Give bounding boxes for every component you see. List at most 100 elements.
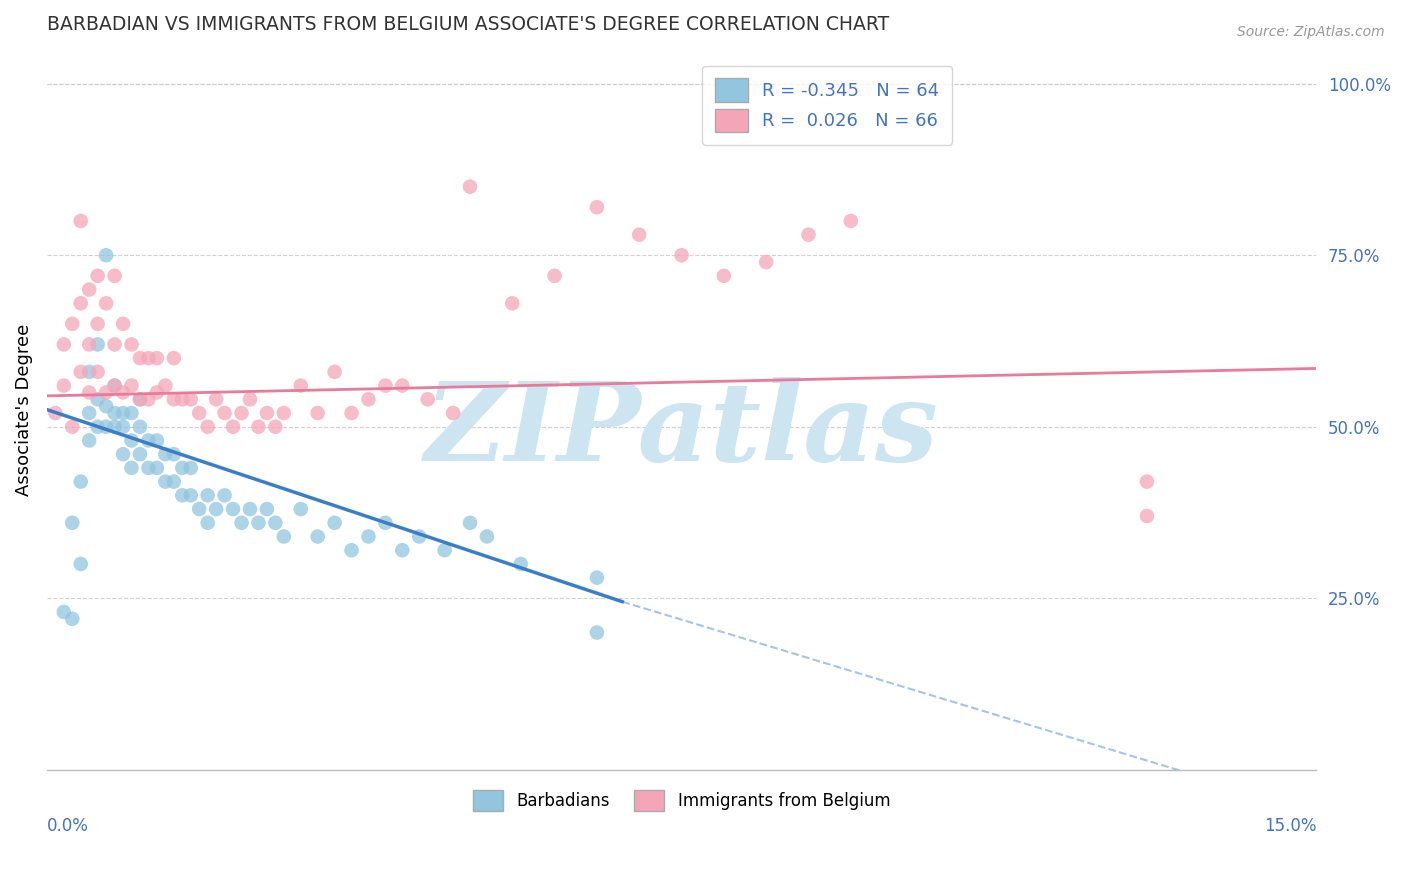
Point	[628, 227, 651, 242]
Point	[94, 296, 117, 310]
Point	[146, 434, 169, 448]
Point	[94, 385, 117, 400]
Point	[121, 378, 143, 392]
Point	[44, 406, 66, 420]
Point	[180, 392, 202, 407]
Point	[307, 406, 329, 420]
Point	[671, 248, 693, 262]
Point	[77, 406, 100, 420]
Point	[340, 543, 363, 558]
Point	[180, 461, 202, 475]
Point	[172, 461, 194, 475]
Point	[103, 337, 125, 351]
Point	[509, 557, 531, 571]
Text: ZIPatlas: ZIPatlas	[425, 377, 938, 485]
Point	[60, 419, 83, 434]
Point	[77, 337, 100, 351]
Point	[416, 392, 439, 407]
Point	[247, 419, 270, 434]
Point	[214, 488, 236, 502]
Point	[69, 365, 91, 379]
Point	[1136, 508, 1159, 523]
Point	[138, 392, 160, 407]
Point	[290, 378, 312, 392]
Point	[121, 406, 143, 420]
Point	[239, 502, 262, 516]
Point	[231, 516, 253, 530]
Point	[264, 516, 287, 530]
Point	[408, 529, 430, 543]
Point	[86, 268, 108, 283]
Point	[172, 392, 194, 407]
Point	[103, 406, 125, 420]
Point	[264, 419, 287, 434]
Point	[357, 529, 380, 543]
Point	[323, 365, 346, 379]
Point	[129, 351, 152, 366]
Point	[77, 385, 100, 400]
Point	[146, 461, 169, 475]
Point	[103, 378, 125, 392]
Point	[163, 447, 186, 461]
Point	[214, 406, 236, 420]
Point	[586, 200, 609, 214]
Point	[839, 214, 862, 228]
Point	[129, 392, 152, 407]
Point	[94, 399, 117, 413]
Text: 15.0%: 15.0%	[1264, 816, 1316, 835]
Point	[146, 385, 169, 400]
Point	[273, 529, 295, 543]
Point	[231, 406, 253, 420]
Point	[69, 557, 91, 571]
Point	[94, 419, 117, 434]
Point	[247, 516, 270, 530]
Text: 0.0%: 0.0%	[46, 816, 89, 835]
Point	[205, 392, 228, 407]
Point	[586, 571, 609, 585]
Text: Source: ZipAtlas.com: Source: ZipAtlas.com	[1237, 25, 1385, 39]
Point	[163, 392, 186, 407]
Point	[441, 406, 464, 420]
Point	[112, 447, 135, 461]
Point	[433, 543, 456, 558]
Point	[103, 268, 125, 283]
Point	[86, 392, 108, 407]
Point	[52, 337, 75, 351]
Point	[197, 516, 219, 530]
Legend: Barbadians, Immigrants from Belgium: Barbadians, Immigrants from Belgium	[461, 778, 903, 822]
Point	[391, 543, 413, 558]
Point	[112, 385, 135, 400]
Point	[543, 268, 565, 283]
Point	[69, 296, 91, 310]
Point	[103, 378, 125, 392]
Point	[69, 214, 91, 228]
Point	[121, 337, 143, 351]
Point	[60, 516, 83, 530]
Point	[86, 419, 108, 434]
Point	[155, 475, 177, 489]
Point	[458, 516, 481, 530]
Point	[391, 378, 413, 392]
Point	[188, 502, 211, 516]
Point	[222, 419, 245, 434]
Point	[129, 419, 152, 434]
Point	[222, 502, 245, 516]
Point	[475, 529, 498, 543]
Point	[501, 296, 523, 310]
Point	[458, 179, 481, 194]
Point	[77, 365, 100, 379]
Point	[374, 378, 396, 392]
Point	[290, 502, 312, 516]
Point	[146, 351, 169, 366]
Point	[307, 529, 329, 543]
Point	[155, 378, 177, 392]
Point	[205, 502, 228, 516]
Point	[340, 406, 363, 420]
Point	[86, 317, 108, 331]
Point	[121, 434, 143, 448]
Point	[112, 406, 135, 420]
Point	[138, 351, 160, 366]
Point	[713, 268, 735, 283]
Point	[273, 406, 295, 420]
Point	[77, 283, 100, 297]
